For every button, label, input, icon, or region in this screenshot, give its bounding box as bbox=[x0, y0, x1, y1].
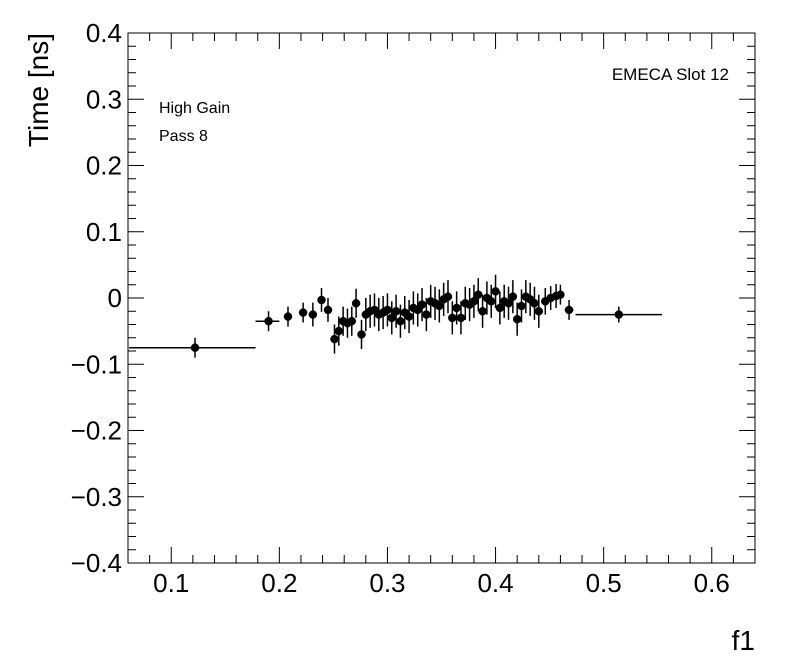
y-tick-label: −0.3 bbox=[71, 482, 122, 512]
data-point bbox=[525, 282, 535, 316]
x-tick-labels: 0.1 0.2 0.3 0.4 0.5 0.6 bbox=[153, 568, 730, 598]
data-point bbox=[534, 294, 544, 328]
point-marker bbox=[534, 307, 544, 316]
x-tick-label: 0.3 bbox=[369, 568, 405, 598]
data-point bbox=[469, 284, 479, 318]
point-marker bbox=[347, 316, 357, 326]
point-marker bbox=[334, 326, 344, 336]
x-tick-label: 0.6 bbox=[694, 568, 730, 598]
data-point bbox=[575, 306, 663, 323]
data-point bbox=[347, 306, 357, 336]
x-tick-label: 0.2 bbox=[261, 568, 297, 598]
point-marker bbox=[508, 292, 518, 301]
point-marker bbox=[474, 290, 483, 299]
data-point bbox=[452, 291, 461, 325]
point-marker bbox=[417, 300, 427, 309]
x-tick-label: 0.5 bbox=[586, 568, 622, 598]
data-point bbox=[351, 288, 361, 318]
data-point bbox=[443, 280, 453, 314]
point-marker bbox=[491, 287, 500, 296]
data-point bbox=[556, 284, 565, 305]
data-point bbox=[486, 284, 496, 318]
point-marker bbox=[298, 308, 308, 317]
y-tick-label: −0.2 bbox=[71, 416, 122, 446]
point-marker bbox=[452, 303, 461, 313]
data-point bbox=[435, 289, 444, 323]
point-marker bbox=[512, 314, 522, 324]
y-tick-label: 0.4 bbox=[86, 18, 122, 48]
data-point bbox=[283, 306, 293, 327]
point-marker bbox=[443, 292, 453, 301]
point-marker bbox=[486, 297, 496, 306]
data-point bbox=[298, 302, 308, 323]
point-marker bbox=[391, 307, 401, 316]
point-marker bbox=[564, 305, 574, 315]
point-marker bbox=[478, 307, 487, 316]
data-point bbox=[564, 299, 574, 320]
y-tick-label: −0.1 bbox=[71, 349, 122, 379]
y-tick-label: 0.2 bbox=[86, 151, 122, 181]
point-marker bbox=[351, 299, 361, 308]
point-marker bbox=[283, 312, 293, 321]
data-point bbox=[474, 278, 483, 312]
annotation-gain: High Gain bbox=[159, 100, 230, 117]
data-point bbox=[255, 311, 280, 332]
point-marker bbox=[396, 316, 405, 326]
data-point bbox=[517, 289, 526, 323]
data-point bbox=[308, 302, 318, 327]
data-point bbox=[413, 293, 422, 327]
point-marker bbox=[308, 310, 318, 319]
data-point bbox=[456, 301, 466, 335]
point-marker bbox=[330, 334, 339, 344]
point-marker bbox=[323, 305, 333, 315]
data-point bbox=[448, 301, 457, 335]
data-point bbox=[323, 298, 333, 322]
annotation-pass: Pass 8 bbox=[159, 128, 208, 145]
data-point bbox=[129, 337, 256, 358]
point-marker bbox=[404, 312, 414, 321]
y-tick-label: 0 bbox=[108, 283, 122, 313]
point-marker bbox=[264, 316, 273, 326]
y-axis-title: Time [ns] bbox=[23, 33, 54, 147]
y-tick-label: 0.3 bbox=[86, 84, 122, 114]
x-tick-label: 0.1 bbox=[153, 568, 189, 598]
point-marker bbox=[530, 299, 539, 308]
data-point bbox=[530, 286, 539, 320]
point-marker bbox=[448, 313, 457, 323]
point-marker bbox=[517, 301, 526, 311]
data-point bbox=[317, 288, 326, 312]
point-marker bbox=[422, 310, 431, 319]
data-point bbox=[383, 293, 392, 327]
data-point bbox=[495, 291, 505, 325]
point-marker bbox=[383, 305, 392, 315]
point-marker bbox=[614, 310, 624, 319]
data-point bbox=[370, 293, 379, 327]
point-marker bbox=[456, 313, 466, 323]
data-point bbox=[357, 319, 366, 350]
x-axis-title: f1 bbox=[732, 625, 755, 656]
point-marker bbox=[556, 290, 565, 299]
point-marker bbox=[190, 343, 200, 352]
data-point bbox=[508, 280, 518, 314]
data-point bbox=[491, 274, 500, 308]
y-tick-labels: −0.4 −0.3 −0.2 −0.1 0 0.1 0.2 0.3 0.4 bbox=[71, 18, 122, 578]
x-tick-label: 0.4 bbox=[477, 568, 513, 598]
annotation-detector: EMECA Slot 12 bbox=[612, 65, 729, 84]
data-point bbox=[391, 294, 401, 328]
data-point bbox=[504, 286, 513, 320]
y-tick-label: −0.4 bbox=[71, 548, 122, 578]
data-points bbox=[129, 274, 663, 358]
point-marker bbox=[357, 330, 366, 339]
point-marker bbox=[317, 295, 326, 305]
y-tick-label: 0.1 bbox=[86, 217, 122, 247]
axis-ticks bbox=[127, 32, 756, 564]
data-point bbox=[396, 304, 405, 338]
